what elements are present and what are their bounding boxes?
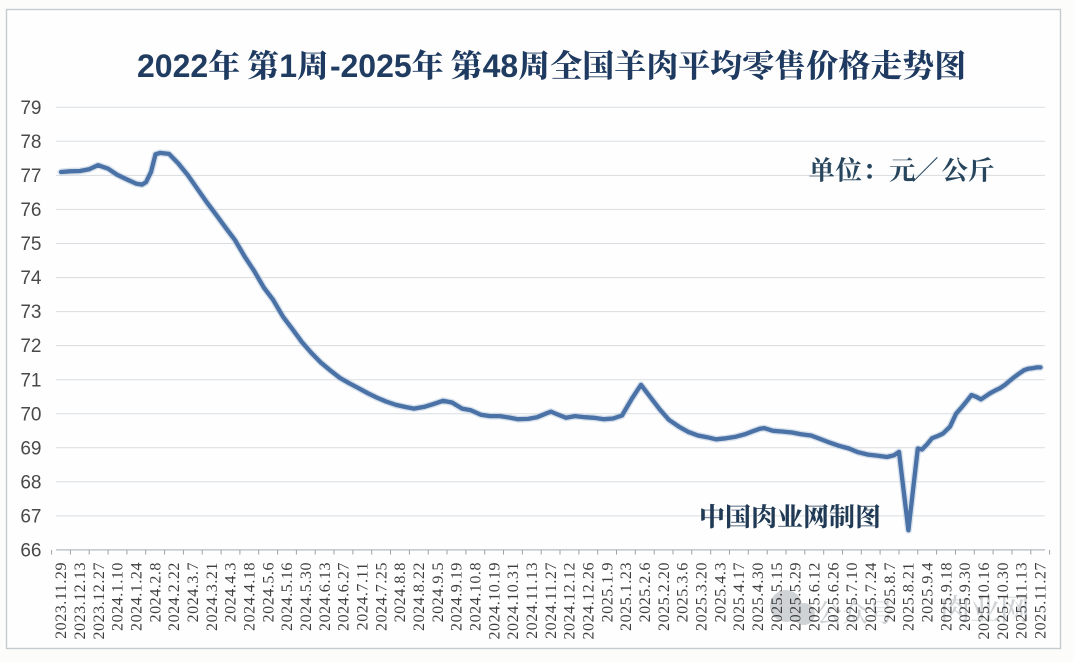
svg-text:2025.5.29: 2025.5.29 [788, 562, 805, 631]
svg-text:2024.2.22: 2024.2.22 [166, 562, 183, 631]
svg-text:68: 68 [20, 472, 41, 493]
svg-text:2025.1.9: 2025.1.9 [599, 562, 616, 622]
svg-text:2024.2.8: 2024.2.8 [147, 562, 164, 622]
svg-text:2025.1.23: 2025.1.23 [618, 562, 635, 631]
svg-text:2024.3.21: 2024.3.21 [204, 562, 221, 631]
svg-text:2024.3.7: 2024.3.7 [185, 562, 202, 622]
svg-text:2025.4.3: 2025.4.3 [712, 562, 729, 622]
svg-text:2025.6.26: 2025.6.26 [825, 562, 842, 631]
svg-text:2025.11.27: 2025.11.27 [1032, 562, 1049, 639]
svg-text:2025.3.20: 2025.3.20 [694, 562, 711, 631]
svg-text:71: 71 [20, 370, 41, 391]
svg-text:2025.10.16: 2025.10.16 [976, 562, 993, 640]
svg-text:2024.1.10: 2024.1.10 [110, 562, 127, 631]
svg-text:2025.5.15: 2025.5.15 [769, 562, 786, 631]
svg-text:70: 70 [20, 404, 41, 425]
svg-text:2023.12.13: 2023.12.13 [72, 562, 89, 640]
svg-text:74: 74 [20, 268, 42, 289]
svg-text:2025.9.30: 2025.9.30 [957, 562, 974, 631]
svg-text:1: 1 [279, 48, 297, 84]
svg-text:2024.7.11: 2024.7.11 [355, 562, 372, 630]
svg-text:-: - [330, 48, 341, 84]
svg-text:2024.11.13: 2024.11.13 [524, 562, 541, 639]
svg-text:2025.7.24: 2025.7.24 [863, 562, 880, 631]
svg-text:79: 79 [20, 98, 41, 119]
svg-text:2025.7.10: 2025.7.10 [844, 562, 861, 631]
svg-text:2024.10.8: 2024.10.8 [468, 562, 485, 631]
svg-text:2025: 2025 [341, 48, 412, 84]
svg-text:2023.11.29: 2023.11.29 [53, 562, 70, 639]
svg-text:2024.9.19: 2024.9.19 [449, 562, 466, 631]
svg-text:2025.8.7: 2025.8.7 [882, 562, 899, 622]
svg-text:2024.5.30: 2024.5.30 [298, 562, 315, 631]
svg-text:2025.4.30: 2025.4.30 [750, 562, 767, 631]
svg-text:48: 48 [483, 48, 519, 84]
svg-text:67: 67 [20, 507, 41, 528]
svg-text:2024.8.8: 2024.8.8 [392, 562, 409, 622]
svg-text:2024.12.26: 2024.12.26 [581, 562, 598, 640]
svg-text:2025.8.21: 2025.8.21 [901, 562, 918, 631]
svg-text:2025.6.12: 2025.6.12 [806, 562, 823, 631]
svg-text:72: 72 [20, 336, 41, 357]
svg-text:2024.10.31: 2024.10.31 [505, 562, 522, 640]
svg-text:77: 77 [20, 166, 41, 187]
svg-text:76: 76 [20, 200, 41, 221]
svg-text:2024.8.22: 2024.8.22 [411, 562, 428, 631]
svg-text:66: 66 [20, 541, 41, 562]
svg-text:2024.4.18: 2024.4.18 [242, 562, 259, 631]
svg-text:2024.7.25: 2024.7.25 [373, 562, 390, 631]
svg-text:2024.12.12: 2024.12.12 [562, 562, 579, 640]
svg-text:2024.6.13: 2024.6.13 [317, 562, 334, 631]
svg-text:2024.11.27: 2024.11.27 [543, 562, 560, 639]
svg-text:2024.4.3: 2024.4.3 [223, 562, 240, 622]
svg-text:75: 75 [20, 234, 41, 255]
svg-text:2024.5.16: 2024.5.16 [279, 562, 296, 631]
svg-text:2023.12.27: 2023.12.27 [91, 562, 108, 640]
svg-text:2025.11.13: 2025.11.13 [1014, 562, 1031, 639]
svg-text:2022: 2022 [137, 48, 208, 84]
svg-text:2025.2.20: 2025.2.20 [656, 562, 673, 631]
svg-text:69: 69 [20, 438, 41, 459]
svg-text:2024.9.5: 2024.9.5 [430, 562, 447, 622]
svg-text:78: 78 [20, 132, 41, 153]
svg-text:2025.10.30: 2025.10.30 [995, 562, 1012, 640]
svg-text:2024.5.6: 2024.5.6 [260, 562, 277, 622]
svg-text:2024.6.27: 2024.6.27 [336, 562, 353, 631]
svg-text:2024.10.19: 2024.10.19 [486, 562, 503, 640]
svg-text:2025.3.6: 2025.3.6 [675, 562, 692, 622]
svg-text:2025.4.17: 2025.4.17 [731, 562, 748, 631]
svg-text:2025.9.18: 2025.9.18 [938, 562, 955, 631]
svg-text:73: 73 [20, 302, 41, 323]
svg-text:2025.9.4: 2025.9.4 [919, 562, 936, 622]
svg-text:2025.2.6: 2025.2.6 [637, 562, 654, 622]
svg-text:2024.1.24: 2024.1.24 [129, 562, 146, 631]
